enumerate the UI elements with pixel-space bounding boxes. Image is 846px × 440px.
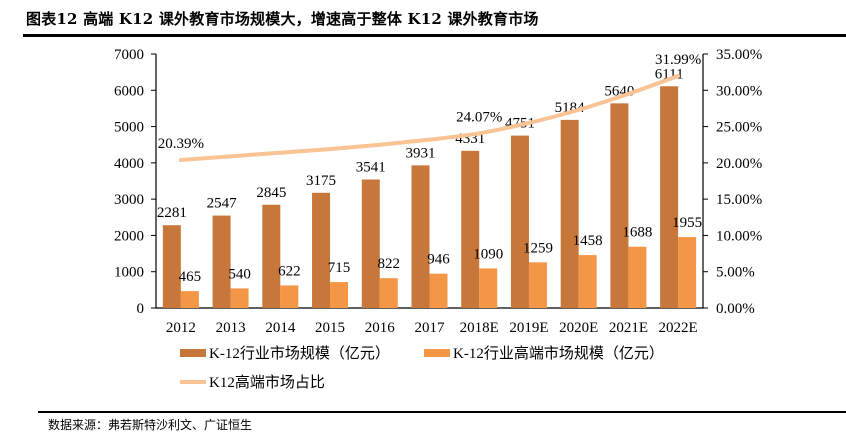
x-axis-tick-label: 2019E [509,320,548,336]
x-axis-tick-label: 2012 [166,320,196,336]
bar-high-end-market [628,246,647,308]
footer-divider [38,411,846,413]
data-label-high-end-market: 1688 [622,225,652,241]
data-label-high-end-market: 1955 [672,215,702,231]
left-axis-tick-label: 2000 [114,228,144,244]
data-label-high-end-market: 465 [179,269,202,285]
data-label-high-end-market: 1090 [473,246,503,262]
bar-total-market [262,204,281,308]
left-axis-tick-label: 7000 [114,47,144,63]
bar-high-end-market [429,273,448,308]
right-axis-tick-label: 5.00% [716,265,755,281]
data-label-high-end-share: 20.39% [158,136,204,152]
x-axis-tick-label: 2020E [559,320,598,336]
right-axis-tick-label: 0.00% [716,301,755,317]
bar-total-market [361,179,380,308]
bar-high-end-market [280,285,299,308]
left-axis-tick-label: 4000 [114,156,144,172]
x-axis-tick-label: 2013 [216,320,246,336]
bar-total-market [162,225,181,308]
data-label-total-market: 2547 [207,196,238,212]
bar-high-end-market [578,255,597,308]
x-axis-tick-label: 2014 [265,320,296,336]
right-axis-tick-label: 25.00% [716,120,762,136]
bar-high-end-market [330,282,349,308]
right-axis-tick-label: 20.00% [716,156,762,172]
bar-high-end-market [230,288,249,308]
bar-total-market [560,119,579,308]
data-label-total-market: 2281 [157,205,187,221]
bar-high-end-market [379,278,398,308]
x-axis-tick-label: 2018E [460,320,499,336]
bar-total-market [461,150,480,308]
legend-swatch-total-market [180,349,206,357]
x-axis-tick-label: 2017 [415,320,446,336]
right-axis-tick-label: 30.00% [716,83,762,99]
data-label-high-end-market: 540 [228,266,251,282]
left-axis-tick-label: 3000 [114,192,144,208]
chart: 0 1000 2000 3000 4000 5000 6000 7000 0.00% 5.00% 1… [114,47,762,391]
legend-label-total-market: K-12行业市场规模（亿元） [209,345,390,362]
bar-total-market [212,215,231,308]
data-label-high-end-market: 822 [378,256,401,272]
chart-title: 图表12 高端 K12 课外教育市场规模大，增速高于整体 K12 课外教育市场 [26,10,539,28]
right-axis-tick-label: 35.00% [716,47,762,63]
left-axis-tick-label: 1000 [114,265,144,281]
left-axis-tick-label: 6000 [114,83,144,99]
data-label-total-market: 3931 [406,145,436,161]
data-label-total-market: 3175 [306,173,336,189]
data-label-high-end-share: 31.99% [655,52,701,68]
x-axis-tick-label: 2021E [609,320,648,336]
data-label-high-end-market: 715 [328,260,351,276]
bar-high-end-market [528,262,547,308]
left-axis-tick-label: 5000 [114,120,144,136]
bar-total-market [312,192,331,308]
data-label-high-end-share: 24.07% [456,109,502,125]
bar-high-end-market [479,268,498,308]
right-axis-tick-label: 10.00% [716,228,762,244]
left-axis-tick-label: 0 [137,301,145,317]
legend-swatch-high-end-market [424,349,450,357]
data-label-high-end-market: 946 [427,252,450,268]
data-source: 数据来源：弗若斯特沙利文、广证恒生 [48,418,253,432]
data-label-total-market: 2845 [256,185,286,201]
bar-high-end-market [678,237,697,308]
right-axis-tick-label: 15.00% [716,192,762,208]
legend-label-high-end-share: K12高端市场占比 [209,374,325,391]
x-axis-tick-label: 2022E [659,320,698,336]
legend-label-high-end-market: K-12行业高端市场规模（亿元） [453,345,664,362]
bar-total-market [610,103,629,308]
bar-total-market [510,135,529,308]
bar-total-market [660,86,679,309]
title-divider [23,34,846,37]
bar-total-market [411,165,430,308]
data-label-high-end-market: 1259 [523,240,553,256]
data-label-high-end-market: 622 [278,263,301,279]
data-label-high-end-market: 1458 [573,233,603,249]
x-axis-tick-label: 2016 [365,320,396,336]
x-axis-tick-label: 2015 [315,320,345,336]
bar-high-end-market [180,291,199,308]
data-label-total-market: 3541 [356,160,386,176]
